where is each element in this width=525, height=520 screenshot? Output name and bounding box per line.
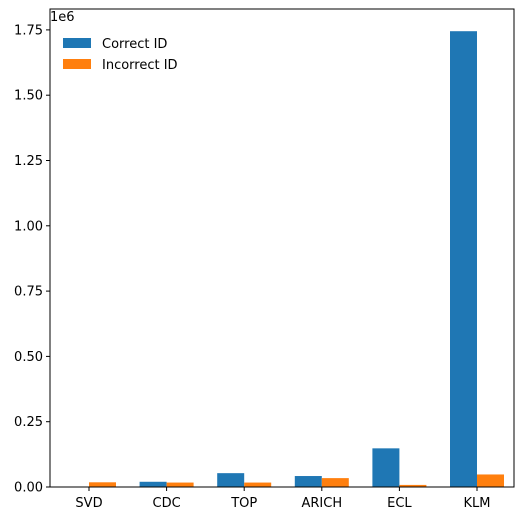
y-tick-label: 1.00 bbox=[14, 219, 43, 234]
bar-incorrect-id-cdc bbox=[166, 482, 194, 487]
x-tick-label: CDC bbox=[153, 496, 181, 511]
bar-incorrect-id-arich bbox=[321, 478, 349, 487]
bar-incorrect-id-klm bbox=[477, 474, 504, 487]
y-tick-label: 0.75 bbox=[14, 285, 43, 300]
y-offset-label: 1e6 bbox=[50, 10, 75, 25]
bar-correct-id-cdc bbox=[139, 481, 167, 487]
y-axis: 0.00 0.25 0.50 0.75 1.00 1.25 1.50 1.75 bbox=[14, 23, 50, 496]
y-tick-label: 1.75 bbox=[14, 23, 43, 38]
legend-label: Correct ID bbox=[102, 37, 167, 52]
bar-correct-id-arich bbox=[294, 476, 322, 487]
x-tick-label: KLM bbox=[464, 496, 491, 511]
x-tick-label: TOP bbox=[230, 496, 257, 511]
bar-correct-id-ecl bbox=[372, 448, 400, 487]
y-tick-label: 0.50 bbox=[14, 350, 43, 365]
bar-correct-id-klm bbox=[450, 31, 477, 488]
y-tick-label: 0.25 bbox=[14, 415, 43, 430]
y-tick-label: 0.00 bbox=[14, 481, 43, 496]
bar-incorrect-id-top bbox=[244, 482, 272, 487]
y-tick-label: 1.25 bbox=[14, 154, 43, 169]
plot-frame bbox=[49, 8, 515, 488]
y-tick-label: 1.50 bbox=[14, 89, 43, 104]
legend: Correct ID Incorrect ID bbox=[63, 37, 178, 73]
x-tick-label: ARICH bbox=[301, 496, 342, 511]
bar-incorrect-id-svd bbox=[89, 482, 116, 487]
x-tick-label: ECL bbox=[387, 496, 412, 511]
legend-swatch bbox=[63, 38, 91, 48]
x-tick-label: SVD bbox=[75, 496, 102, 511]
bar-correct-id-top bbox=[217, 473, 245, 487]
x-axis: SVD CDC TOP ARICH ECL KLM bbox=[75, 487, 490, 511]
legend-swatch bbox=[63, 59, 91, 69]
legend-label: Incorrect ID bbox=[102, 58, 178, 73]
bar-incorrect-id-ecl bbox=[399, 484, 427, 487]
bars-layer bbox=[89, 31, 504, 488]
